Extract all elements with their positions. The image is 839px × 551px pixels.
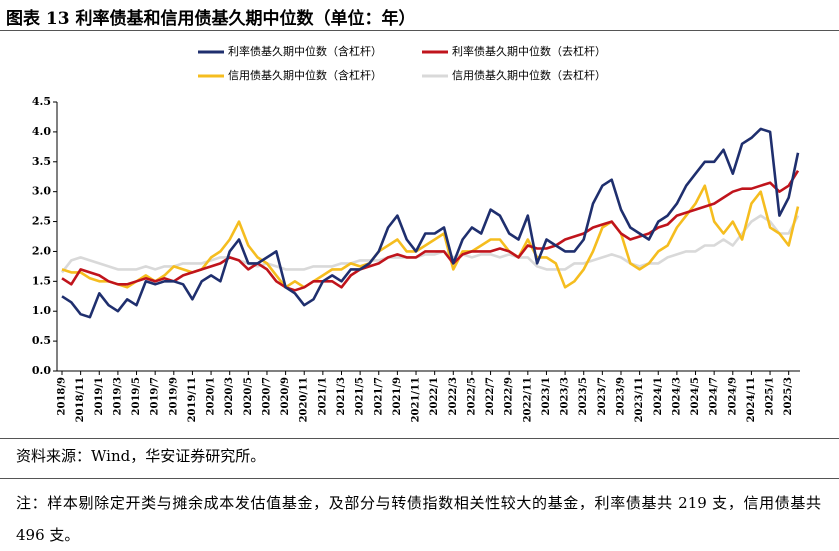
x-tick-label: 2025/1 — [765, 377, 776, 415]
y-tick-label: 2.0 — [32, 244, 51, 257]
x-tick-label: 2024/5 — [690, 377, 701, 415]
y-tick-label: 2.5 — [32, 215, 51, 228]
x-tick-label: 2024/9 — [727, 377, 738, 415]
y-tick-label: 4.5 — [32, 95, 51, 108]
x-tick-label: 2020/3 — [224, 377, 235, 415]
x-tick-label: 2020/7 — [261, 377, 272, 415]
x-tick-label: 2021/7 — [373, 377, 384, 415]
x-tick-label: 2024/3 — [671, 377, 682, 415]
x-tick-label: 2021/1 — [317, 377, 328, 415]
x-tick-label: 2024/7 — [709, 377, 720, 415]
source: 资料来源：Wind，华安证券研究所。 — [16, 447, 266, 465]
divider — [0, 30, 839, 31]
x-tick-label: 2023/3 — [560, 377, 571, 415]
series-line — [61, 170, 800, 292]
x-tick-label: 2023/1 — [541, 377, 552, 415]
x-tick-label: 2019/1 — [94, 377, 105, 415]
x-tick-label: 2019/7 — [150, 377, 161, 415]
x-tick-label: 2021/3 — [336, 377, 347, 415]
x-tick-label: 2023/5 — [578, 377, 589, 415]
x-tick-label: 2020/1 — [206, 377, 217, 415]
series-line — [61, 127, 800, 319]
x-tick-label: 2019/3 — [112, 377, 123, 415]
figure-title: 图表 13 利率债基和信用债基久期中位数（单位：年） — [6, 9, 416, 29]
x-tick-label: 2023/11 — [634, 377, 645, 422]
x-tick-label: 2021/11 — [411, 377, 422, 422]
y-tick-label: 0.5 — [32, 334, 51, 347]
series-line — [60, 214, 800, 274]
x-tick-label: 2023/7 — [597, 377, 608, 415]
x-tick-label: 2020/5 — [243, 377, 254, 415]
x-tick-label: 2022/1 — [429, 377, 440, 415]
x-tick-label: 2024/1 — [653, 377, 664, 415]
x-tick-label: 2022/11 — [522, 377, 533, 422]
y-tick-label: 4.0 — [32, 125, 51, 138]
x-tick-label: 2021/5 — [355, 377, 366, 415]
x-tick-label: 2021/9 — [392, 377, 403, 415]
x-tick-label: 2019/11 — [187, 377, 198, 422]
x-tick-label: 2022/3 — [448, 377, 459, 415]
x-tick-label: 2020/9 — [280, 377, 291, 415]
y-tick-label: 1.5 — [32, 274, 51, 287]
y-tick-label: 1.0 — [32, 304, 51, 317]
x-tick-label: 2019/9 — [168, 377, 179, 415]
x-tick-label: 2020/11 — [299, 377, 310, 422]
series-line — [61, 184, 800, 289]
x-tick-label: 2022/9 — [504, 377, 515, 415]
y-tick-label: 0.0 — [32, 364, 51, 377]
legend-label: 利率债基久期中位数（去杠杆） — [452, 44, 606, 58]
y-tick-label: 3.0 — [32, 185, 51, 198]
divider — [0, 478, 839, 479]
x-tick-label: 2019/5 — [131, 377, 142, 415]
y-tick-label: 3.5 — [32, 155, 51, 168]
divider — [0, 438, 839, 439]
x-tick-label: 2024/11 — [746, 377, 757, 422]
legend-label: 利率债基久期中位数（含杠杆） — [228, 44, 382, 58]
x-tick-label: 2018/9 — [57, 377, 68, 415]
x-tick-label: 2025/3 — [783, 377, 794, 415]
note: 注：样本剔除定开类与摊余成本发估值基金，及部分与转债指数相关性较大的基金，利率债… — [16, 494, 821, 544]
x-tick-label: 2022/7 — [485, 377, 496, 415]
chart: 0.0 0.5 1.0 1.5 2.0 2.5 3.0 3.5 4.0 4.5 2018/9 2018… — [32, 44, 800, 422]
x-tick-label: 2023/9 — [615, 377, 626, 415]
x-tick-label: 2018/11 — [75, 377, 86, 422]
x-tick-label: 2022/5 — [466, 377, 477, 415]
legend-label: 信用债基久期中位数（含杠杆） — [228, 68, 382, 82]
legend-label: 信用债基久期中位数（去杠杆） — [452, 68, 606, 82]
